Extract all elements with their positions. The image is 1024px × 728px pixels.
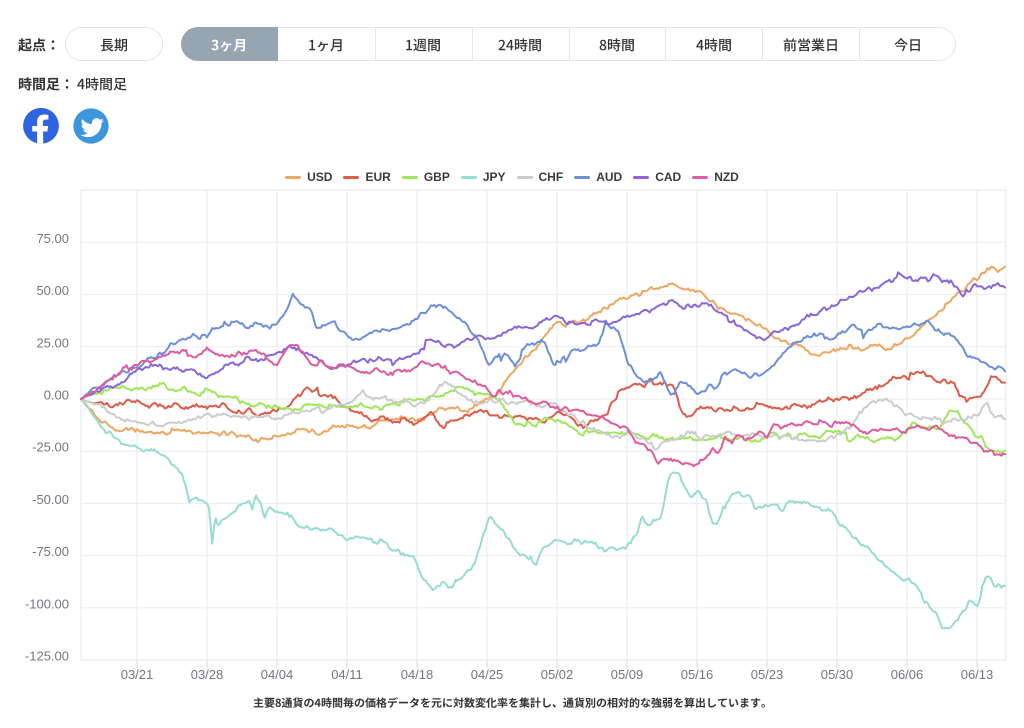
- svg-text:04/11: 04/11: [331, 667, 363, 682]
- svg-text:05/16: 05/16: [681, 667, 714, 682]
- svg-text:-50.00: -50.00: [32, 492, 69, 507]
- svg-text:03/28: 03/28: [191, 667, 224, 682]
- svg-text:25.00: 25.00: [36, 335, 69, 350]
- svg-text:-25.00: -25.00: [32, 440, 69, 455]
- svg-text:05/09: 05/09: [611, 667, 644, 682]
- svg-text:05/30: 05/30: [821, 667, 854, 682]
- svg-text:05/02: 05/02: [541, 667, 574, 682]
- svg-text:06/13: 06/13: [961, 667, 994, 682]
- svg-text:04/18: 04/18: [401, 667, 434, 682]
- svg-text:04/25: 04/25: [471, 667, 504, 682]
- svg-text:-125.00: -125.00: [25, 649, 69, 664]
- svg-text:-100.00: -100.00: [25, 596, 69, 611]
- svg-text:05/23: 05/23: [751, 667, 784, 682]
- svg-text:04/04: 04/04: [261, 667, 294, 682]
- svg-text:06/06: 06/06: [891, 667, 924, 682]
- svg-text:03/21: 03/21: [121, 667, 154, 682]
- svg-text:75.00: 75.00: [36, 231, 69, 246]
- svg-text:50.00: 50.00: [36, 283, 69, 298]
- svg-text:-75.00: -75.00: [32, 544, 69, 559]
- svg-text:0.00: 0.00: [44, 388, 69, 403]
